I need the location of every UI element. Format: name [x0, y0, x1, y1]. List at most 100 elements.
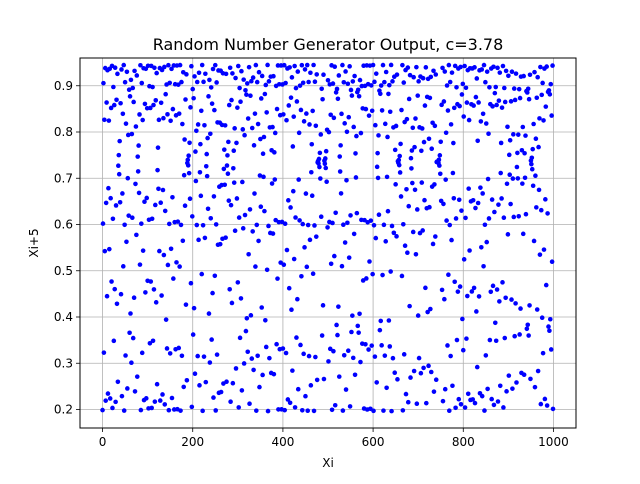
data-point: [236, 215, 242, 220]
data-point: [354, 210, 360, 216]
data-point: [448, 122, 454, 127]
data-point: [161, 115, 166, 121]
data-point: [199, 62, 205, 68]
data-point: [134, 374, 140, 379]
data-point: [341, 222, 346, 228]
data-point: [302, 245, 307, 250]
data-point: [480, 191, 485, 196]
data-point: [337, 169, 343, 174]
data-point: [352, 73, 357, 79]
data-point: [152, 65, 157, 71]
data-point: [139, 80, 145, 86]
data-point: [193, 178, 199, 184]
data-point: [190, 86, 196, 92]
data-point: [317, 164, 322, 170]
data-point: [236, 405, 242, 410]
data-point: [475, 200, 481, 206]
y-tick-label: 0.3: [54, 356, 73, 370]
data-point: [299, 407, 305, 413]
data-point: [373, 235, 379, 241]
data-point: [197, 383, 202, 388]
data-point: [511, 86, 517, 91]
data-point: [399, 107, 404, 113]
data-point: [531, 121, 536, 127]
data-point: [456, 396, 462, 402]
data-point: [144, 195, 150, 201]
data-point: [394, 234, 399, 239]
data-point: [517, 332, 522, 337]
data-point: [204, 151, 210, 157]
data-point: [380, 62, 386, 68]
data-point: [496, 202, 501, 207]
data-point: [209, 337, 214, 342]
data-point: [471, 285, 477, 291]
data-point: [324, 179, 329, 184]
data-point: [108, 105, 114, 111]
data-point: [418, 370, 424, 376]
data-point: [504, 181, 510, 187]
data-point: [520, 124, 526, 130]
data-point: [226, 139, 231, 145]
data-point: [262, 91, 268, 97]
data-point: [135, 154, 141, 159]
data-point: [539, 315, 545, 321]
data-point: [107, 396, 113, 401]
data-point: [103, 398, 109, 403]
data-point: [300, 80, 306, 86]
data-point: [337, 154, 343, 159]
data-point: [212, 273, 218, 279]
data-point: [436, 157, 442, 163]
data-point: [386, 318, 392, 323]
data-point: [534, 307, 540, 312]
data-point: [389, 223, 395, 229]
data-point: [450, 383, 455, 389]
data-point: [168, 118, 173, 124]
data-point: [348, 213, 353, 218]
data-point: [116, 171, 122, 177]
data-point: [120, 111, 126, 117]
data-point: [409, 166, 414, 171]
data-point: [165, 112, 170, 117]
data-point: [521, 73, 526, 79]
data-point: [228, 202, 234, 208]
data-point: [240, 179, 245, 185]
data-point: [133, 124, 139, 129]
data-point: [437, 163, 442, 168]
data-point: [288, 205, 293, 210]
data-point: [515, 150, 520, 156]
data-point: [197, 169, 203, 175]
data-point: [194, 79, 200, 85]
data-point: [540, 350, 546, 356]
data-point: [515, 176, 521, 181]
data-point: [353, 151, 358, 156]
data-point: [198, 141, 203, 147]
data-point: [128, 311, 133, 316]
data-point: [243, 87, 248, 93]
data-point: [157, 248, 162, 254]
data-point: [274, 341, 279, 347]
data-point: [452, 279, 458, 285]
data-point: [109, 279, 114, 284]
data-point: [247, 401, 252, 406]
data-point: [252, 111, 258, 116]
data-point: [449, 70, 455, 75]
data-point: [414, 207, 420, 212]
data-point: [149, 405, 154, 411]
data-point: [265, 408, 271, 414]
data-point: [459, 92, 465, 97]
data-point: [101, 80, 106, 86]
data-point: [399, 273, 405, 279]
data-point: [313, 123, 319, 129]
data-point: [218, 389, 224, 395]
data-point: [345, 220, 350, 226]
y-tick-label: 0.9: [54, 79, 73, 93]
data-point: [134, 232, 139, 238]
data-point: [549, 113, 554, 118]
data-point: [203, 379, 209, 385]
data-point: [423, 285, 428, 291]
data-point: [148, 105, 153, 111]
data-point: [184, 72, 189, 77]
data-point: [372, 79, 377, 85]
data-point: [186, 170, 192, 176]
data-point: [237, 335, 243, 341]
